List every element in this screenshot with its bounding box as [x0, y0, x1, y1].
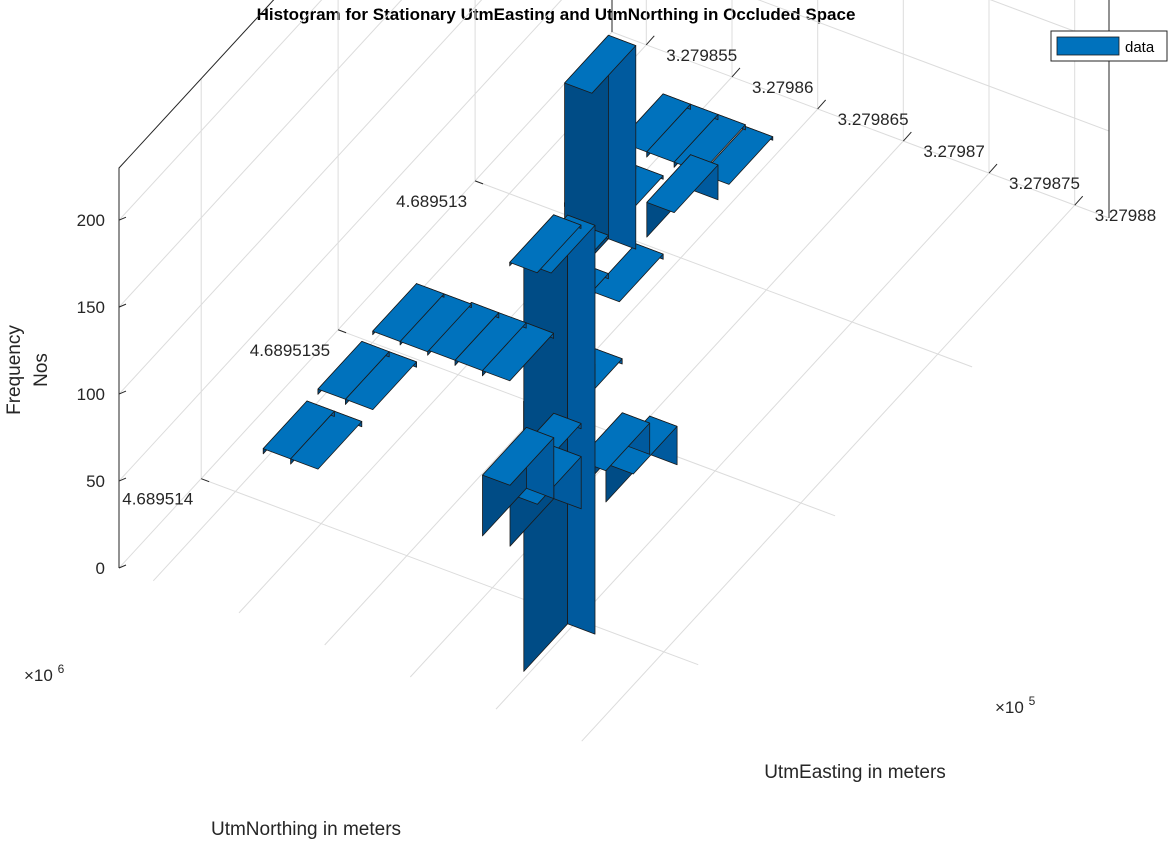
z-axis-ticks: 0 50 100 150 200	[77, 211, 127, 578]
x-tick-label: 3.27986	[752, 78, 813, 97]
x-tick-mark	[902, 131, 912, 142]
x-tick-mark	[731, 67, 741, 78]
axes-box	[118, 0, 1110, 568]
histogram-bar	[345, 351, 417, 410]
histogram-bar	[372, 283, 445, 342]
chart-title: Histogram for Stationary UtmEasting and …	[257, 5, 856, 24]
y-tick-label: 4.689513	[396, 192, 467, 211]
y-tick-mark	[474, 180, 484, 185]
histogram-bar	[591, 243, 664, 303]
y-axis-ticks: 4.689514 4.6895135 4.689513	[122, 180, 484, 509]
x-tick-label: 3.279865	[838, 110, 909, 129]
y-axis-label: UtmNorthing in meters	[211, 819, 401, 840]
x-axis-multiplier: ×10 5	[995, 694, 1036, 717]
x-multiplier-exponent: 5	[1029, 694, 1036, 708]
z-tick-mark	[118, 564, 127, 569]
z-tick-mark	[118, 216, 127, 221]
y-axis-multiplier: ×10 6	[24, 662, 65, 685]
z-axis-label-line1: Frequency	[4, 325, 25, 415]
x-tick-mark	[1074, 195, 1084, 206]
histogram-bar	[482, 427, 555, 537]
bar-face-top	[372, 283, 445, 342]
bar-face-top	[262, 400, 335, 460]
z-tick-mark	[118, 477, 127, 482]
z-tick-label: 50	[86, 472, 105, 491]
x-axis-label: UtmEasting in meters	[764, 762, 946, 783]
x-tick-mark	[817, 99, 827, 110]
x-axis-ticks: 3.279855 3.27986 3.279865 3.27987 3.279875 3.…	[645, 35, 1156, 225]
bar-face-top	[701, 126, 774, 185]
y-tick-label: 4.6895135	[250, 341, 330, 360]
histogram-bar	[509, 214, 582, 274]
bar-face-top	[564, 34, 637, 94]
bar-face-top	[646, 154, 719, 213]
z-axis-label-line2: Nos	[31, 353, 52, 387]
z-axis-label: Frequency Nos	[4, 325, 52, 415]
y-tick-mark	[337, 329, 347, 334]
bars-layer	[262, 34, 774, 672]
x-tick-label: 3.27987	[923, 142, 984, 161]
x-tick-mark	[645, 35, 655, 46]
y-multiplier-base: ×10	[24, 666, 53, 685]
bar-face-top	[317, 341, 390, 400]
x-tick-label: 3.279855	[666, 46, 737, 65]
x-tick-mark	[988, 163, 998, 174]
histogram-bar	[646, 154, 719, 238]
legend-entry: data	[1125, 39, 1155, 56]
z-tick-label: 200	[77, 211, 105, 230]
y-tick-label: 4.689514	[122, 490, 193, 509]
x-tick-label: 3.27988	[1095, 206, 1156, 225]
z-tick-mark	[118, 390, 127, 395]
legend-swatch	[1056, 36, 1120, 56]
histogram-bar	[317, 341, 390, 400]
bar-face-top	[482, 427, 555, 486]
histogram-bar	[454, 312, 527, 371]
x-tick-label: 3.279875	[1009, 174, 1080, 193]
z-tick-label: 0	[96, 559, 105, 578]
histogram-bar	[399, 293, 472, 353]
y-tick-mark	[200, 478, 210, 483]
y-multiplier-exponent: 6	[58, 662, 65, 676]
legend: data	[1050, 30, 1168, 62]
z-tick-label: 100	[77, 385, 105, 404]
z-tick-label: 150	[77, 298, 105, 317]
bar-face-top	[509, 214, 582, 274]
x-multiplier-base: ×10	[995, 698, 1024, 717]
z-tick-mark	[118, 303, 127, 308]
histogram-bar	[262, 400, 335, 460]
